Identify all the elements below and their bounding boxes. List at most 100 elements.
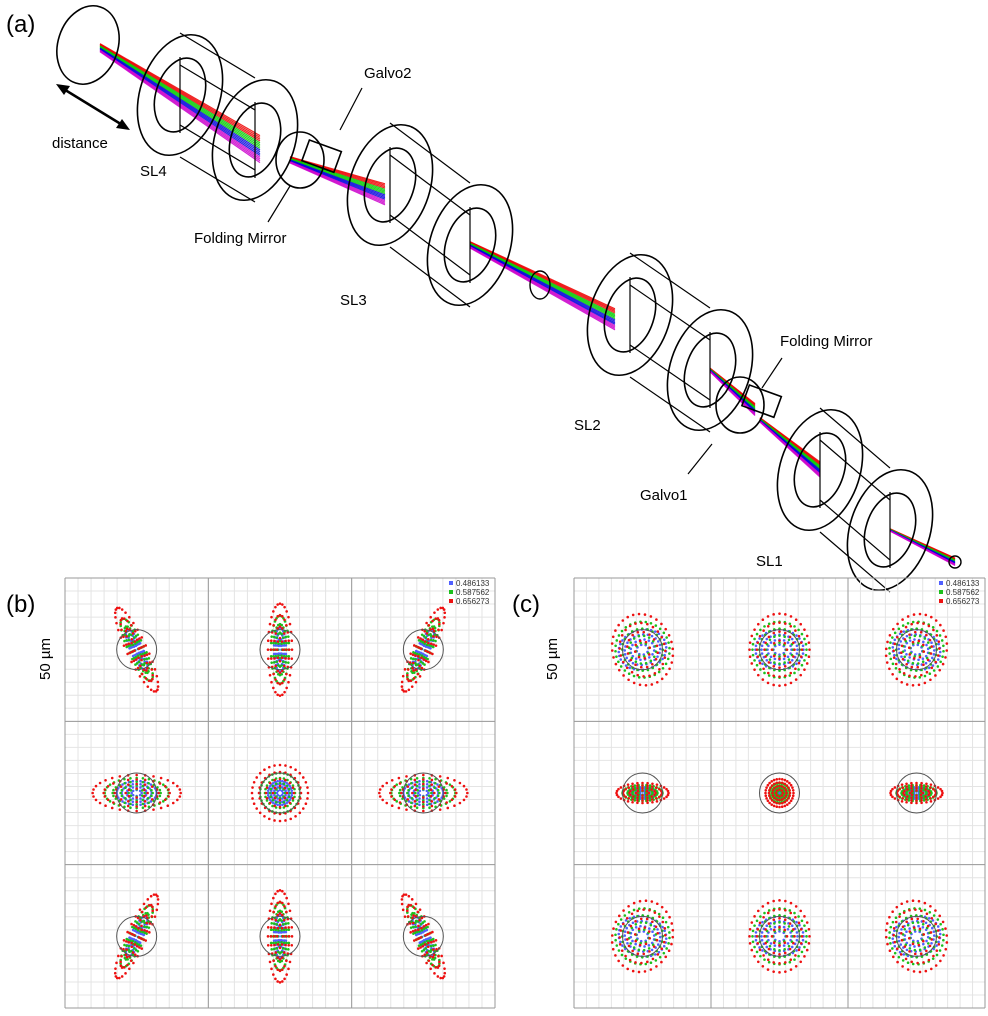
spot [615,944,618,947]
spot [429,616,432,619]
spot [922,926,925,929]
spot [150,795,153,798]
spot [125,948,128,951]
airy-disk [623,916,663,956]
spot [893,927,896,930]
spot [888,937,891,940]
spot [933,669,936,672]
spot [285,673,288,676]
spot [789,792,792,795]
spot [283,618,286,621]
spot [781,805,784,808]
spot [150,915,153,918]
spot [800,641,803,644]
spot [922,660,925,663]
spot [750,921,753,924]
spot [655,658,658,661]
spot [795,949,798,952]
spot [762,916,765,919]
spot [272,792,275,795]
spot [422,787,425,790]
spot [925,921,928,924]
spot [274,787,277,790]
spot [905,958,908,961]
spot [946,642,949,645]
spot [176,799,179,802]
spot [656,655,659,658]
spot [632,662,635,665]
spot [133,934,136,937]
spot [771,784,774,787]
spot [778,806,781,809]
spot [915,782,918,785]
spot [266,797,269,800]
spot [767,902,770,905]
spot [269,623,272,626]
spot [139,665,142,668]
spot [634,933,637,936]
spot [802,644,805,647]
spot [398,807,401,810]
spot [405,775,408,778]
spot [427,638,430,641]
spot [892,921,895,924]
spot [393,798,396,801]
spot [416,799,419,802]
spot [274,691,277,694]
spot [412,662,415,665]
spot [933,914,936,917]
spot [289,674,292,677]
spot [135,658,138,661]
spot [636,796,639,799]
spot [778,944,781,947]
spot [628,672,631,675]
spot [406,674,409,677]
spot [131,945,134,948]
spot [625,957,628,960]
spot [274,678,277,681]
spot [929,672,932,675]
spot [788,802,791,805]
spot [650,615,653,618]
spot [788,945,791,948]
spot [641,799,644,802]
spot [140,646,143,649]
spot [765,946,768,949]
spot [895,663,898,666]
spot [270,657,273,660]
spot [928,625,931,628]
spot [131,800,134,803]
spot [795,905,798,908]
spot [285,648,288,651]
spot [910,784,913,787]
spot [446,807,449,810]
spot [939,660,942,663]
spot [285,661,288,664]
spot [142,777,145,780]
spot [665,663,668,666]
spot [408,895,411,898]
spot [761,921,764,924]
spot [906,683,909,686]
spot [641,802,644,805]
spot [932,788,935,791]
spot [784,970,787,973]
spot [414,929,417,932]
spot [908,950,911,953]
spot [925,644,928,647]
spot [891,646,894,649]
spot [788,794,791,797]
spot [433,786,436,789]
spot [143,654,146,657]
spot [430,941,433,944]
spot [418,797,421,800]
spot [627,797,630,800]
spot [259,811,262,814]
spot [902,953,905,956]
housing [390,155,470,215]
spot [422,783,425,786]
spot [289,961,292,964]
spot [267,926,270,929]
spot [896,906,899,909]
spot [662,921,665,924]
